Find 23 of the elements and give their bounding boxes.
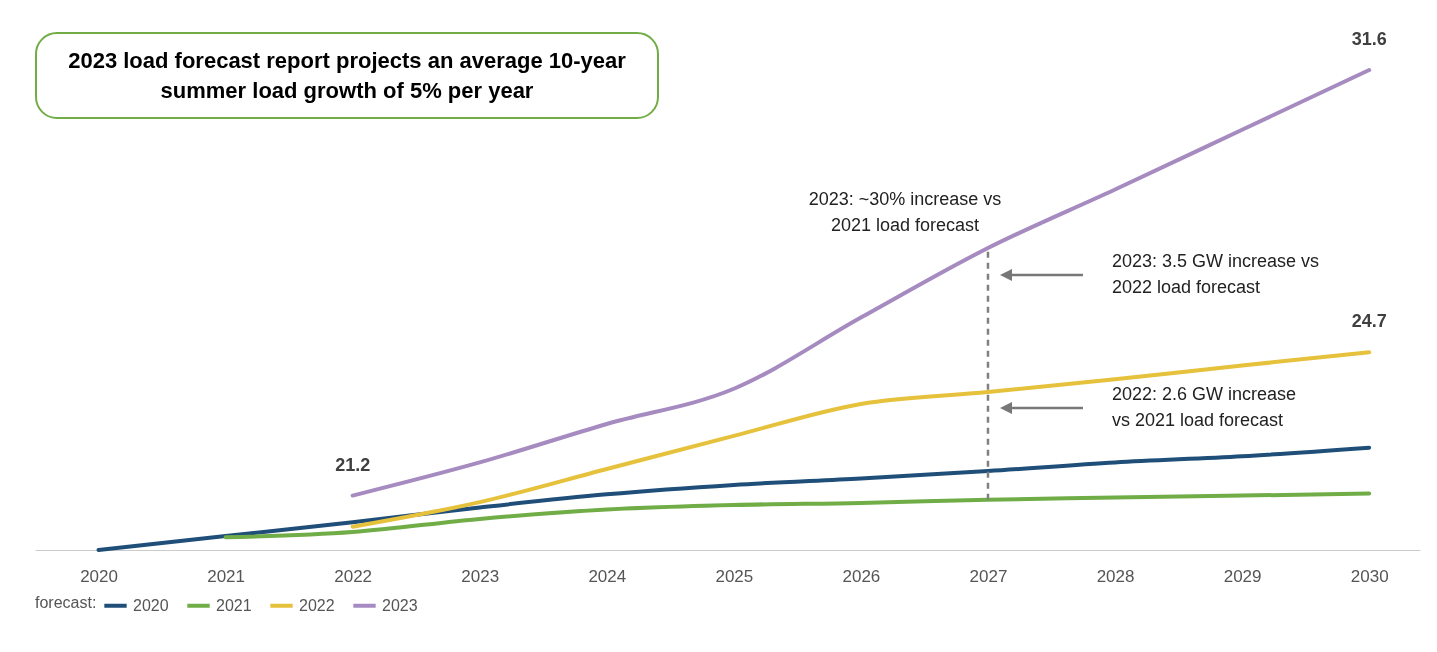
x-tick-label: 2023 [461,566,500,586]
legend-label: 2020 [133,596,169,614]
legend-title: forecast: [35,594,97,611]
data-label: 24.7 [1351,311,1387,332]
x-tick-label: 2030 [1350,566,1389,586]
annotation: 2023: ~30% increase vs 2021 load forecast [808,189,1002,235]
x-tick-label: 2027 [969,566,1008,586]
data-label: 21.2 [335,454,371,475]
chart-title: 2023 load forecast report projects an average 10-year summer load growth of 5% per year [35,32,659,120]
x-tick-label: 2028 [1096,566,1135,586]
data-label: 31.6 [1351,29,1387,49]
x-tick-label: 2029 [1223,566,1262,586]
x-tick-label: 2020 [80,566,118,586]
annotation: 2022: 2.6 GW increase vs 2021 load forecast [1112,384,1297,430]
x-tick-label: 2024 [588,566,627,586]
x-tick-label: 2021 [207,566,246,586]
legend-label: 2023 [382,596,418,614]
x-tick-label: 2025 [715,566,754,586]
x-tick-label: 2022 [334,566,373,586]
annotation: 2023: 3.5 GW increase vs 2022 load forecast [1112,251,1320,297]
legend-label: 2022 [299,596,335,614]
x-tick-label: 2026 [842,566,881,586]
legend-label: 2021 [216,596,252,614]
